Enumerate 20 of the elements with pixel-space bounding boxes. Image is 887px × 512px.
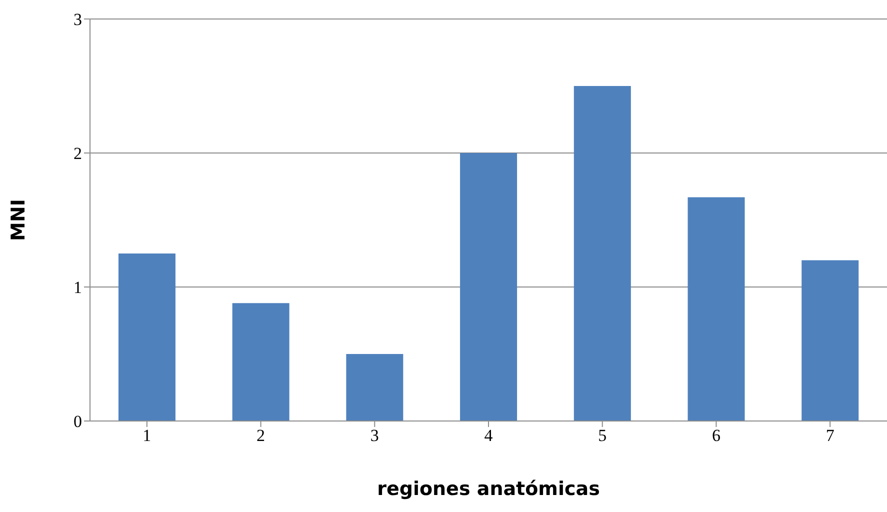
x-tick-label: 2 (256, 426, 266, 446)
y-tick-label: 1 (74, 278, 82, 298)
bar (802, 260, 859, 421)
y-axis-title: MNI (8, 199, 30, 241)
x-tick-label: 1 (142, 426, 152, 446)
y-tick-label: 0 (74, 412, 82, 432)
x-tick-label: 4 (484, 426, 494, 446)
bar (574, 86, 631, 421)
bar (118, 254, 176, 421)
x-axis-title: regiones anatómicas (377, 478, 600, 500)
bar (346, 354, 404, 421)
bar (232, 303, 290, 421)
x-tick-label: 3 (370, 426, 379, 446)
bar (688, 197, 745, 421)
y-tick-label: 2 (74, 144, 82, 164)
y-tick-label: 3 (74, 10, 82, 30)
x-tick-label: 7 (826, 426, 835, 446)
bar (460, 153, 518, 421)
x-tick-label: 5 (598, 426, 607, 446)
x-tick-label: 6 (712, 426, 720, 446)
